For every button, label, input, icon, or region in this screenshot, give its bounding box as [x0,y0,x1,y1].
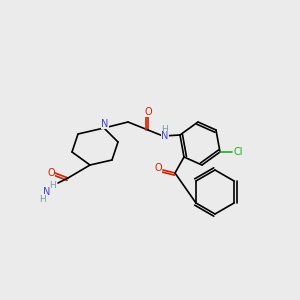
Text: N: N [43,187,51,197]
Text: H: H [49,181,56,190]
Text: O: O [144,107,152,117]
Text: H: H [39,194,45,203]
Text: Cl: Cl [233,147,243,157]
Text: N: N [161,131,169,141]
Text: O: O [47,168,55,178]
Text: H: H [162,124,168,134]
Text: N: N [101,119,109,129]
Text: O: O [154,163,162,173]
